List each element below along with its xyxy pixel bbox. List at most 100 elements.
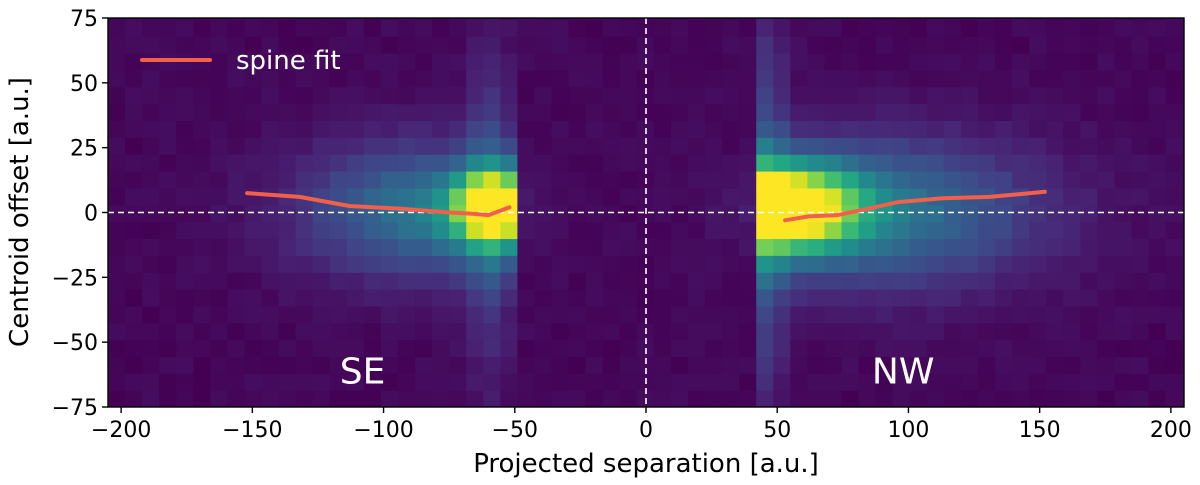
heatmap-cell bbox=[227, 154, 246, 172]
heatmap-cell bbox=[1182, 137, 1184, 155]
heatmap-cell bbox=[346, 339, 365, 358]
heatmap-cell bbox=[483, 120, 501, 138]
heatmap-cell bbox=[142, 137, 160, 155]
heatmap-cell bbox=[670, 339, 689, 358]
heatmap-cell bbox=[773, 120, 791, 138]
heatmap-cell bbox=[466, 356, 484, 374]
heatmap-cell bbox=[1165, 322, 1184, 341]
heatmap-cell bbox=[722, 86, 740, 105]
heatmap-cell bbox=[653, 221, 672, 240]
heatmap-cell bbox=[1131, 339, 1150, 358]
heatmap-cell bbox=[1165, 18, 1184, 20]
heatmap-cell bbox=[466, 221, 484, 240]
heatmap-cell bbox=[500, 19, 519, 37]
heatmap-cell bbox=[1029, 255, 1047, 273]
heatmap-cell bbox=[551, 238, 570, 256]
heatmap-cell bbox=[687, 103, 706, 122]
heatmap-cell bbox=[449, 36, 467, 54]
heatmap-cell bbox=[1165, 86, 1184, 105]
heatmap-cell bbox=[534, 171, 553, 189]
heatmap-cell bbox=[943, 103, 962, 122]
heatmap-cell bbox=[1182, 255, 1184, 273]
heatmap-cell bbox=[705, 238, 723, 256]
heatmap-cell bbox=[943, 322, 962, 341]
heatmap-cell bbox=[244, 221, 263, 240]
heatmap-cell bbox=[415, 356, 433, 374]
heatmap-cell bbox=[466, 272, 484, 290]
heatmap-cell bbox=[1148, 238, 1167, 256]
heatmap-cell bbox=[1063, 221, 1081, 240]
heatmap-cell bbox=[568, 36, 587, 54]
heatmap-cell bbox=[108, 69, 126, 88]
heatmap-cell bbox=[397, 154, 416, 172]
heatmap-cell bbox=[1148, 86, 1167, 105]
heatmap-cell bbox=[1165, 238, 1184, 256]
heatmap-cell bbox=[176, 120, 194, 138]
heatmap-cell bbox=[722, 305, 740, 324]
heatmap-cell bbox=[670, 289, 689, 307]
y-tick-label: −25 bbox=[52, 266, 98, 291]
heatmap-cell bbox=[397, 137, 416, 155]
heatmap-cell bbox=[858, 103, 877, 122]
heatmap-cell bbox=[534, 373, 553, 391]
heatmap-cell bbox=[909, 171, 928, 189]
heatmap-cell bbox=[653, 103, 672, 122]
heatmap-cell bbox=[551, 120, 570, 138]
heatmap-cell bbox=[415, 120, 433, 138]
heatmap-cell bbox=[483, 86, 501, 105]
heatmap-cell bbox=[892, 154, 911, 172]
heatmap-cell bbox=[653, 86, 672, 105]
heatmap-cell bbox=[1131, 204, 1150, 223]
heatmap-cell bbox=[1114, 305, 1133, 324]
heatmap-cell bbox=[534, 137, 553, 155]
heatmap-cell bbox=[227, 86, 246, 105]
heatmap-cell bbox=[909, 289, 928, 307]
heatmap-cell bbox=[909, 238, 928, 256]
heatmap-cell bbox=[466, 255, 484, 273]
heatmap-cell bbox=[807, 272, 826, 290]
heatmap-cell bbox=[892, 103, 911, 122]
heatmap-cell bbox=[517, 390, 536, 407]
heatmap-cell bbox=[773, 390, 791, 407]
heatmap-cell bbox=[687, 373, 706, 391]
heatmap-cell bbox=[312, 103, 331, 122]
heatmap-cell bbox=[670, 221, 689, 240]
heatmap-cell bbox=[722, 103, 740, 122]
heatmap-cell bbox=[722, 373, 740, 391]
heatmap-cell bbox=[278, 305, 297, 324]
heatmap-cell bbox=[193, 120, 211, 138]
heatmap-cell bbox=[568, 255, 587, 273]
heatmap-cell bbox=[670, 322, 689, 341]
heatmap-cell bbox=[108, 19, 126, 37]
heatmap-cell bbox=[227, 103, 246, 122]
heatmap-cell bbox=[295, 86, 314, 105]
heatmap-cell bbox=[210, 171, 229, 189]
heatmap-cell bbox=[210, 238, 229, 256]
heatmap-cell bbox=[108, 86, 126, 105]
region-label-se: SE bbox=[340, 352, 386, 393]
heatmap-cell bbox=[1165, 120, 1184, 138]
heatmap-cell bbox=[773, 137, 791, 155]
heatmap-cell bbox=[108, 238, 126, 256]
heatmap-cell bbox=[278, 36, 297, 54]
heatmap-cell bbox=[346, 356, 365, 374]
heatmap-cell bbox=[1063, 289, 1081, 307]
heatmap-cell bbox=[995, 322, 1013, 341]
heatmap-cell bbox=[1114, 187, 1133, 206]
heatmap-cell bbox=[1131, 18, 1150, 20]
heatmap-cell bbox=[466, 187, 484, 206]
heatmap-cell bbox=[1131, 238, 1150, 256]
heatmap-cell bbox=[210, 187, 229, 206]
heatmap-cell bbox=[449, 19, 467, 37]
heatmap-cell bbox=[432, 187, 450, 206]
heatmap-cell bbox=[142, 339, 160, 358]
heatmap-cell bbox=[380, 53, 399, 71]
heatmap-cell bbox=[346, 19, 365, 37]
heatmap-cell bbox=[670, 305, 689, 324]
heatmap-cell bbox=[807, 356, 826, 374]
heatmap-cell bbox=[312, 137, 331, 155]
heatmap-cell bbox=[380, 339, 399, 358]
heatmap-cell bbox=[756, 390, 774, 407]
heatmap-cell bbox=[1080, 69, 1098, 88]
heatmap-cell bbox=[875, 305, 894, 324]
